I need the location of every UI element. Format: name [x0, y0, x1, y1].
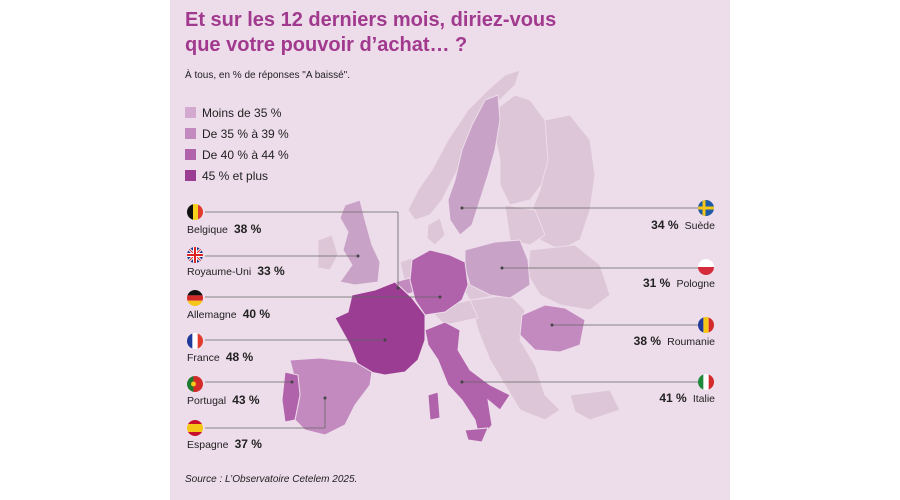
- dot-espagne: [323, 396, 327, 400]
- poland-shape: [464, 239, 531, 299]
- dot-roumanie: [550, 323, 554, 327]
- country-label: Espagne 37 %: [187, 437, 262, 451]
- country-value: 31 %: [642, 276, 671, 290]
- germany-shape: [409, 249, 469, 316]
- country-value: 38 %: [633, 334, 661, 348]
- dot-belgique: [396, 286, 400, 290]
- background-panel: [170, 0, 730, 500]
- romania-shape: [519, 304, 586, 353]
- country-label: Portugal 43 %: [187, 393, 260, 407]
- portugal-flag-icon: [187, 376, 203, 392]
- poland-flag-icon: [698, 259, 714, 275]
- country-name: Suède: [684, 220, 715, 232]
- dot-italie: [460, 380, 464, 384]
- belgium-flag-icon: [187, 204, 203, 220]
- legend-swatch: [185, 149, 196, 160]
- country-value: 48 %: [225, 350, 254, 364]
- finland-shape: [494, 94, 551, 206]
- germany-flag-icon: [187, 290, 203, 306]
- country-name: Belgique: [187, 224, 228, 236]
- country-value: 38 %: [234, 222, 262, 236]
- country-label: 38 % Roumanie: [634, 334, 715, 348]
- legend-swatch: [185, 128, 196, 139]
- spain-shape: [289, 357, 373, 436]
- country-name: Espagne: [187, 439, 229, 451]
- dot-suede: [460, 206, 464, 210]
- country-value: 40 %: [242, 307, 271, 321]
- legend: Moins de 35 % De 35 % à 39 % De 40 % à 4…: [185, 102, 289, 186]
- country-name: Pologne: [676, 278, 715, 290]
- source-note: Source : L’Observatoire Cetelem 2025.: [185, 474, 358, 485]
- baltics-shape: [504, 204, 546, 246]
- country-value: 43 %: [232, 393, 260, 407]
- country-name: Allemagne: [187, 309, 237, 321]
- turkey-shape: [569, 389, 621, 421]
- country-value: 34 %: [651, 218, 679, 232]
- sardinia-shape: [427, 391, 441, 421]
- italy-flag-icon: [698, 374, 714, 390]
- subtitle: À tous, en % de réponses "A baissé".: [185, 70, 350, 81]
- ireland-shape: [317, 234, 339, 271]
- italy-shape: [424, 321, 511, 442]
- country-value: 37 %: [234, 437, 262, 451]
- dot-royaume-uni: [356, 254, 360, 258]
- legend-label: Moins de 35 %: [202, 105, 282, 120]
- country-name: Italie: [692, 393, 715, 405]
- country-label: France 48 %: [187, 350, 253, 364]
- legend-label: De 40 % à 44 %: [202, 147, 289, 162]
- legend-item: 45 % et plus: [185, 165, 289, 186]
- legend-item: De 35 % à 39 %: [185, 123, 289, 144]
- legend-swatch: [185, 170, 196, 181]
- romania-flag-icon: [698, 317, 714, 333]
- country-label: 34 % Suède: [651, 218, 715, 232]
- france-flag-icon: [187, 333, 203, 349]
- legend-item: Moins de 35 %: [185, 102, 289, 123]
- dot-allemagne: [438, 295, 442, 299]
- country-label: Royaume-Uni 33 %: [187, 264, 285, 278]
- country-value: 41 %: [659, 391, 687, 405]
- ukraine-shape: [527, 244, 611, 311]
- country-value: 33 %: [257, 264, 285, 278]
- sweden-shape: [447, 94, 501, 236]
- dot-pologne: [500, 266, 504, 270]
- country-name: Royaume-Uni: [187, 266, 252, 278]
- legend-label: De 35 % à 39 %: [202, 126, 289, 141]
- legend-item: De 40 % à 44 %: [185, 144, 289, 165]
- legend-label: 45 % et plus: [202, 168, 269, 183]
- sweden-flag-icon: [698, 200, 714, 216]
- uk-flag-icon: [187, 247, 203, 263]
- spain-flag-icon: [187, 420, 203, 436]
- denmark-shape: [426, 217, 446, 246]
- balkans-shape: [469, 294, 561, 421]
- portugal-shape: [281, 371, 301, 423]
- country-label: 41 % Italie: [659, 391, 715, 405]
- russia-shape: [529, 114, 596, 251]
- legend-swatch: [185, 107, 196, 118]
- country-label: Belgique 38 %: [187, 222, 261, 236]
- country-name: Roumanie: [667, 336, 715, 348]
- country-name: France: [187, 352, 220, 364]
- country-label: Allemagne 40 %: [187, 307, 270, 321]
- title-line-2: que votre pouvoir d’achat… ?: [185, 34, 468, 56]
- title-line-1: Et sur les 12 derniers mois, diriez-vous: [185, 9, 557, 31]
- dot-france: [383, 338, 387, 342]
- page-title: Et sur les 12 derniers mois, diriez-vous…: [185, 8, 605, 58]
- france-shape: [334, 281, 426, 376]
- country-name: Portugal: [187, 395, 227, 407]
- country-label: 31 % Pologne: [643, 276, 715, 290]
- dot-portugal: [290, 380, 294, 384]
- uk-shape: [339, 199, 381, 286]
- sicily-shape: [464, 427, 489, 443]
